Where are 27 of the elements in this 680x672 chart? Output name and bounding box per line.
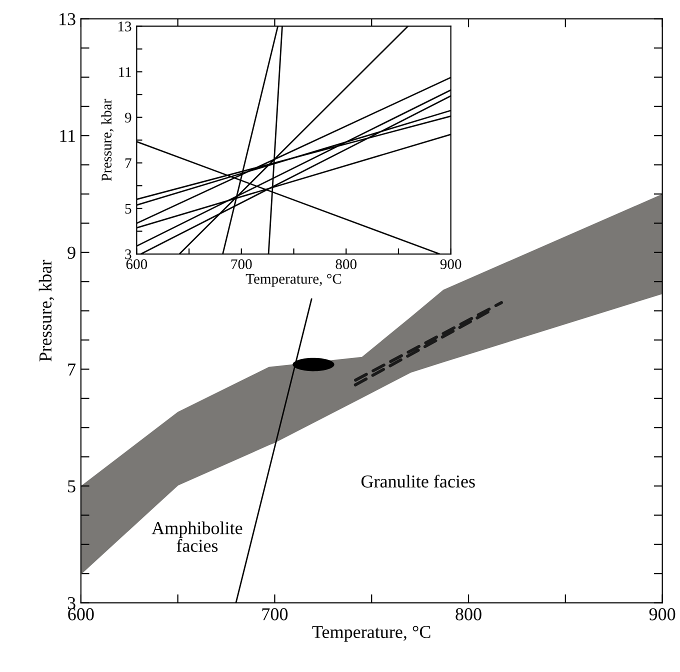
x-axis-title: Temperature, °C [246, 274, 342, 287]
x-tick-label: 900 [440, 259, 462, 270]
y-tick-label: 9 [124, 112, 132, 123]
y-axis-title: Pressure, kbar [38, 260, 54, 362]
x-tick-label: 900 [649, 608, 676, 620]
y-tick-label: 5 [68, 480, 76, 492]
y-tick-label: 7 [68, 364, 76, 376]
y-tick-label: 3 [68, 597, 76, 610]
x-axis-title: Temperature, °C [312, 626, 430, 642]
x-tick-label: 800 [456, 608, 482, 620]
y-tick-label: 13 [60, 13, 76, 26]
x-tick-label: 800 [336, 259, 356, 270]
y-tick-label: 5 [125, 204, 132, 214]
y-tick-label: 3 [125, 249, 132, 260]
y-tick-label: 9 [68, 246, 76, 259]
y-tick-label: 11 [60, 130, 75, 142]
x-tick-label: 700 [262, 608, 288, 620]
y-axis-title: Pressure, kbar [101, 98, 114, 181]
y-tick-label: 13 [118, 22, 132, 32]
x-tick-label: 600 [68, 608, 94, 620]
annotation: Amphibolite facies [152, 522, 242, 552]
x-tick-label: 700 [231, 259, 252, 270]
x-tick-label: 600 [126, 259, 148, 270]
line-series [352, 301, 503, 388]
y-tick-label: 11 [119, 67, 131, 77]
annotation: Granulite facies [361, 474, 475, 488]
y-tick-label: 7 [125, 158, 132, 168]
